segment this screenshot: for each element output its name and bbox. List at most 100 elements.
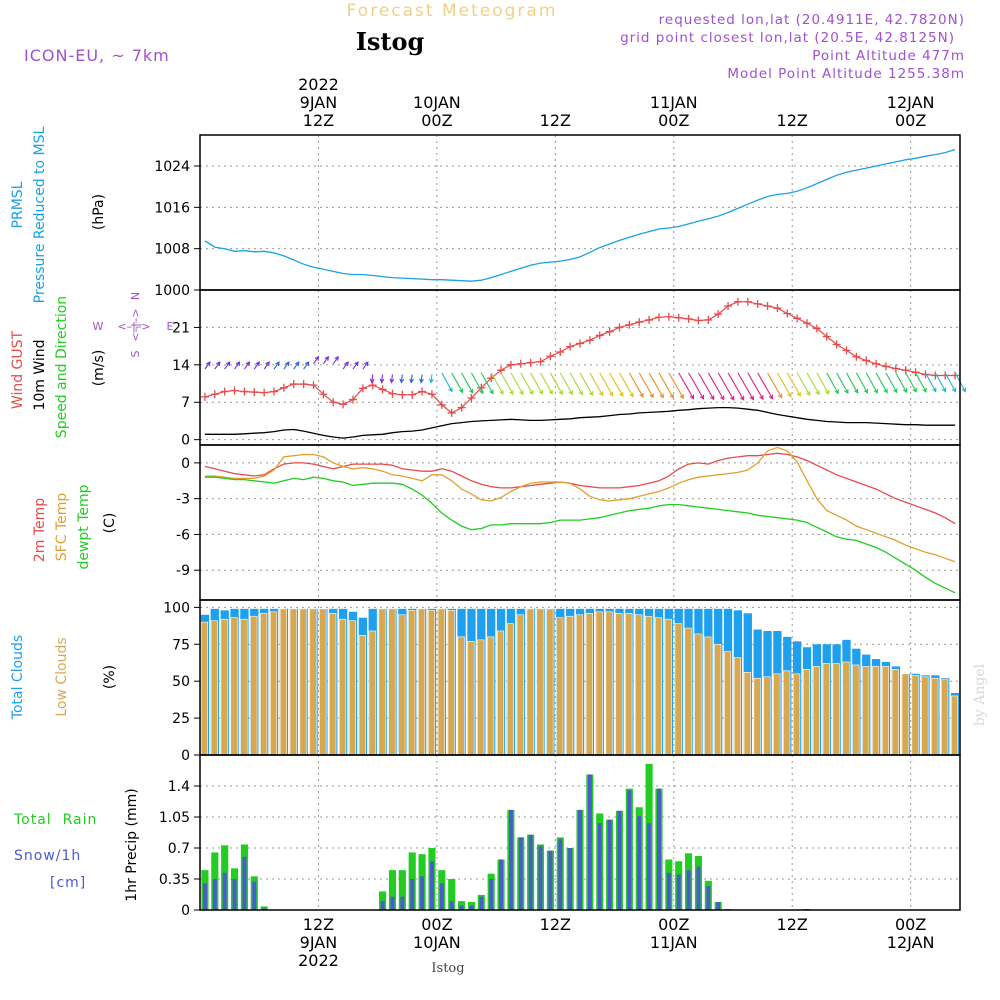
low-cloud-bar [615, 612, 623, 756]
low-cloud-bar [704, 636, 712, 756]
low-cloud-bar [684, 627, 692, 756]
wind-direction-arrow [697, 372, 715, 401]
wind-direction-arrow [648, 372, 664, 399]
wind-direction-arrow [944, 372, 957, 393]
wind-direction-arrow [668, 372, 684, 400]
wind-ytick-label-1: 7 [181, 395, 190, 411]
rain-bar [379, 891, 387, 910]
low-cloud-bar [536, 608, 544, 756]
low-cloud-bar [891, 669, 899, 756]
wind-direction-arrow [895, 372, 908, 394]
wind-plot-area [200, 290, 960, 445]
low-cloud-bar [358, 635, 366, 756]
wind-direction-arrow [204, 361, 211, 370]
low-cloud-bar [467, 641, 475, 756]
gust-marker [437, 400, 446, 409]
top-time-label-3-0: 11JAN [650, 93, 698, 112]
snow-bar [676, 874, 681, 910]
snow-bar [489, 879, 494, 910]
app-title: Forecast Meteogram [347, 1, 558, 21]
wind-direction-arrow [806, 372, 820, 396]
snow-bar [508, 809, 513, 910]
wind-direction-arrow [224, 361, 231, 370]
wind-direction-arrow [419, 374, 424, 384]
snow-bar [578, 809, 582, 910]
gust-marker [408, 390, 417, 399]
gust-marker [694, 316, 703, 325]
wind-direction-arrow [688, 372, 705, 400]
gust-marker [842, 346, 851, 355]
snow-bar [627, 790, 632, 910]
clouds-ytick-label-4: 100 [163, 600, 190, 616]
wind-direction-arrow [480, 372, 494, 395]
precip-legend-snow: Snow/1h [14, 848, 81, 864]
wind-direction-arrow [549, 372, 563, 396]
wind-direction-arrow [826, 372, 839, 395]
compass-arrows-h: <–|–> [117, 320, 150, 333]
top-time-label-4-0: 12Z [777, 111, 808, 130]
gust-marker [240, 387, 249, 396]
gust-marker [348, 395, 357, 404]
wind-panel: 0 7 14 21 [172, 290, 966, 449]
wind-direction-arrow [747, 372, 764, 401]
compass-s: S [129, 350, 142, 357]
low-cloud-bar [575, 614, 584, 756]
snow-bar [607, 819, 612, 910]
wind-direction-arrow [707, 372, 725, 401]
wind-direction-arrow [757, 372, 774, 400]
wind-direction-arrow [409, 374, 414, 384]
gust-marker [378, 385, 387, 394]
gust-marker [753, 299, 762, 308]
top-time-label-0-2: 12Z [303, 111, 334, 130]
gust-marker [447, 408, 456, 417]
bottom-time-label-3-1: 11JAN [650, 933, 698, 952]
low-cloud-bar [329, 612, 337, 756]
low-cloud-bar [931, 677, 939, 756]
temp-plot-area [200, 445, 960, 600]
low-cloud-bar [319, 608, 327, 756]
low-cloud-bar [852, 664, 860, 756]
gust-marker [783, 309, 792, 318]
snow-bar [222, 872, 227, 910]
low-cloud-bar [210, 620, 218, 756]
wind-direction-arrow [283, 361, 290, 370]
gust-marker [566, 342, 575, 351]
low-cloud-bar [773, 673, 781, 756]
wind-direction-arrow [559, 372, 573, 396]
top-time-label-5-1: 00Z [895, 111, 926, 130]
wind-direction-arrow [490, 372, 504, 395]
requested-coords: requested lon,lat (20.4911E, 42.7820N) [659, 12, 965, 28]
low-cloud-bar [822, 663, 830, 756]
compass-n: N [129, 292, 142, 300]
gust-marker [220, 387, 229, 396]
gust-marker [388, 389, 397, 398]
gust-marker [358, 384, 367, 393]
location-title: Istog [356, 27, 425, 56]
gust-marker [891, 364, 900, 373]
wind-ytick-label-0: 0 [181, 433, 190, 449]
low-cloud-bar [457, 636, 465, 756]
gust-marker [684, 314, 693, 323]
compass-e: E [167, 320, 174, 333]
snow-bar [558, 839, 563, 910]
low-cloud-bar [951, 695, 959, 756]
wind-direction-arrow [293, 361, 300, 370]
precip-ytick-label-4: 1.4 [168, 779, 190, 795]
low-cloud-bar [733, 657, 741, 756]
low-cloud-bar [289, 608, 297, 756]
sfc-temp-line [204, 446, 956, 563]
wind-direction-arrow [342, 361, 349, 370]
snow-bar [439, 883, 444, 910]
wind-direction-arrow [796, 372, 811, 397]
gust-marker [645, 315, 654, 324]
low-cloud-bar [378, 608, 386, 756]
temperature-panel: 0 -3 -6 -9 [176, 445, 960, 600]
low-cloud-bar [674, 623, 682, 756]
wind-direction-arrow [569, 372, 583, 396]
low-cloud-bar [763, 676, 771, 756]
gust-marker [852, 352, 861, 361]
snow-bar [696, 866, 701, 910]
bottom-time-label-0-1: 9JAN [300, 933, 338, 952]
gust-marker [418, 387, 427, 396]
low-cloud-bar [220, 618, 228, 756]
